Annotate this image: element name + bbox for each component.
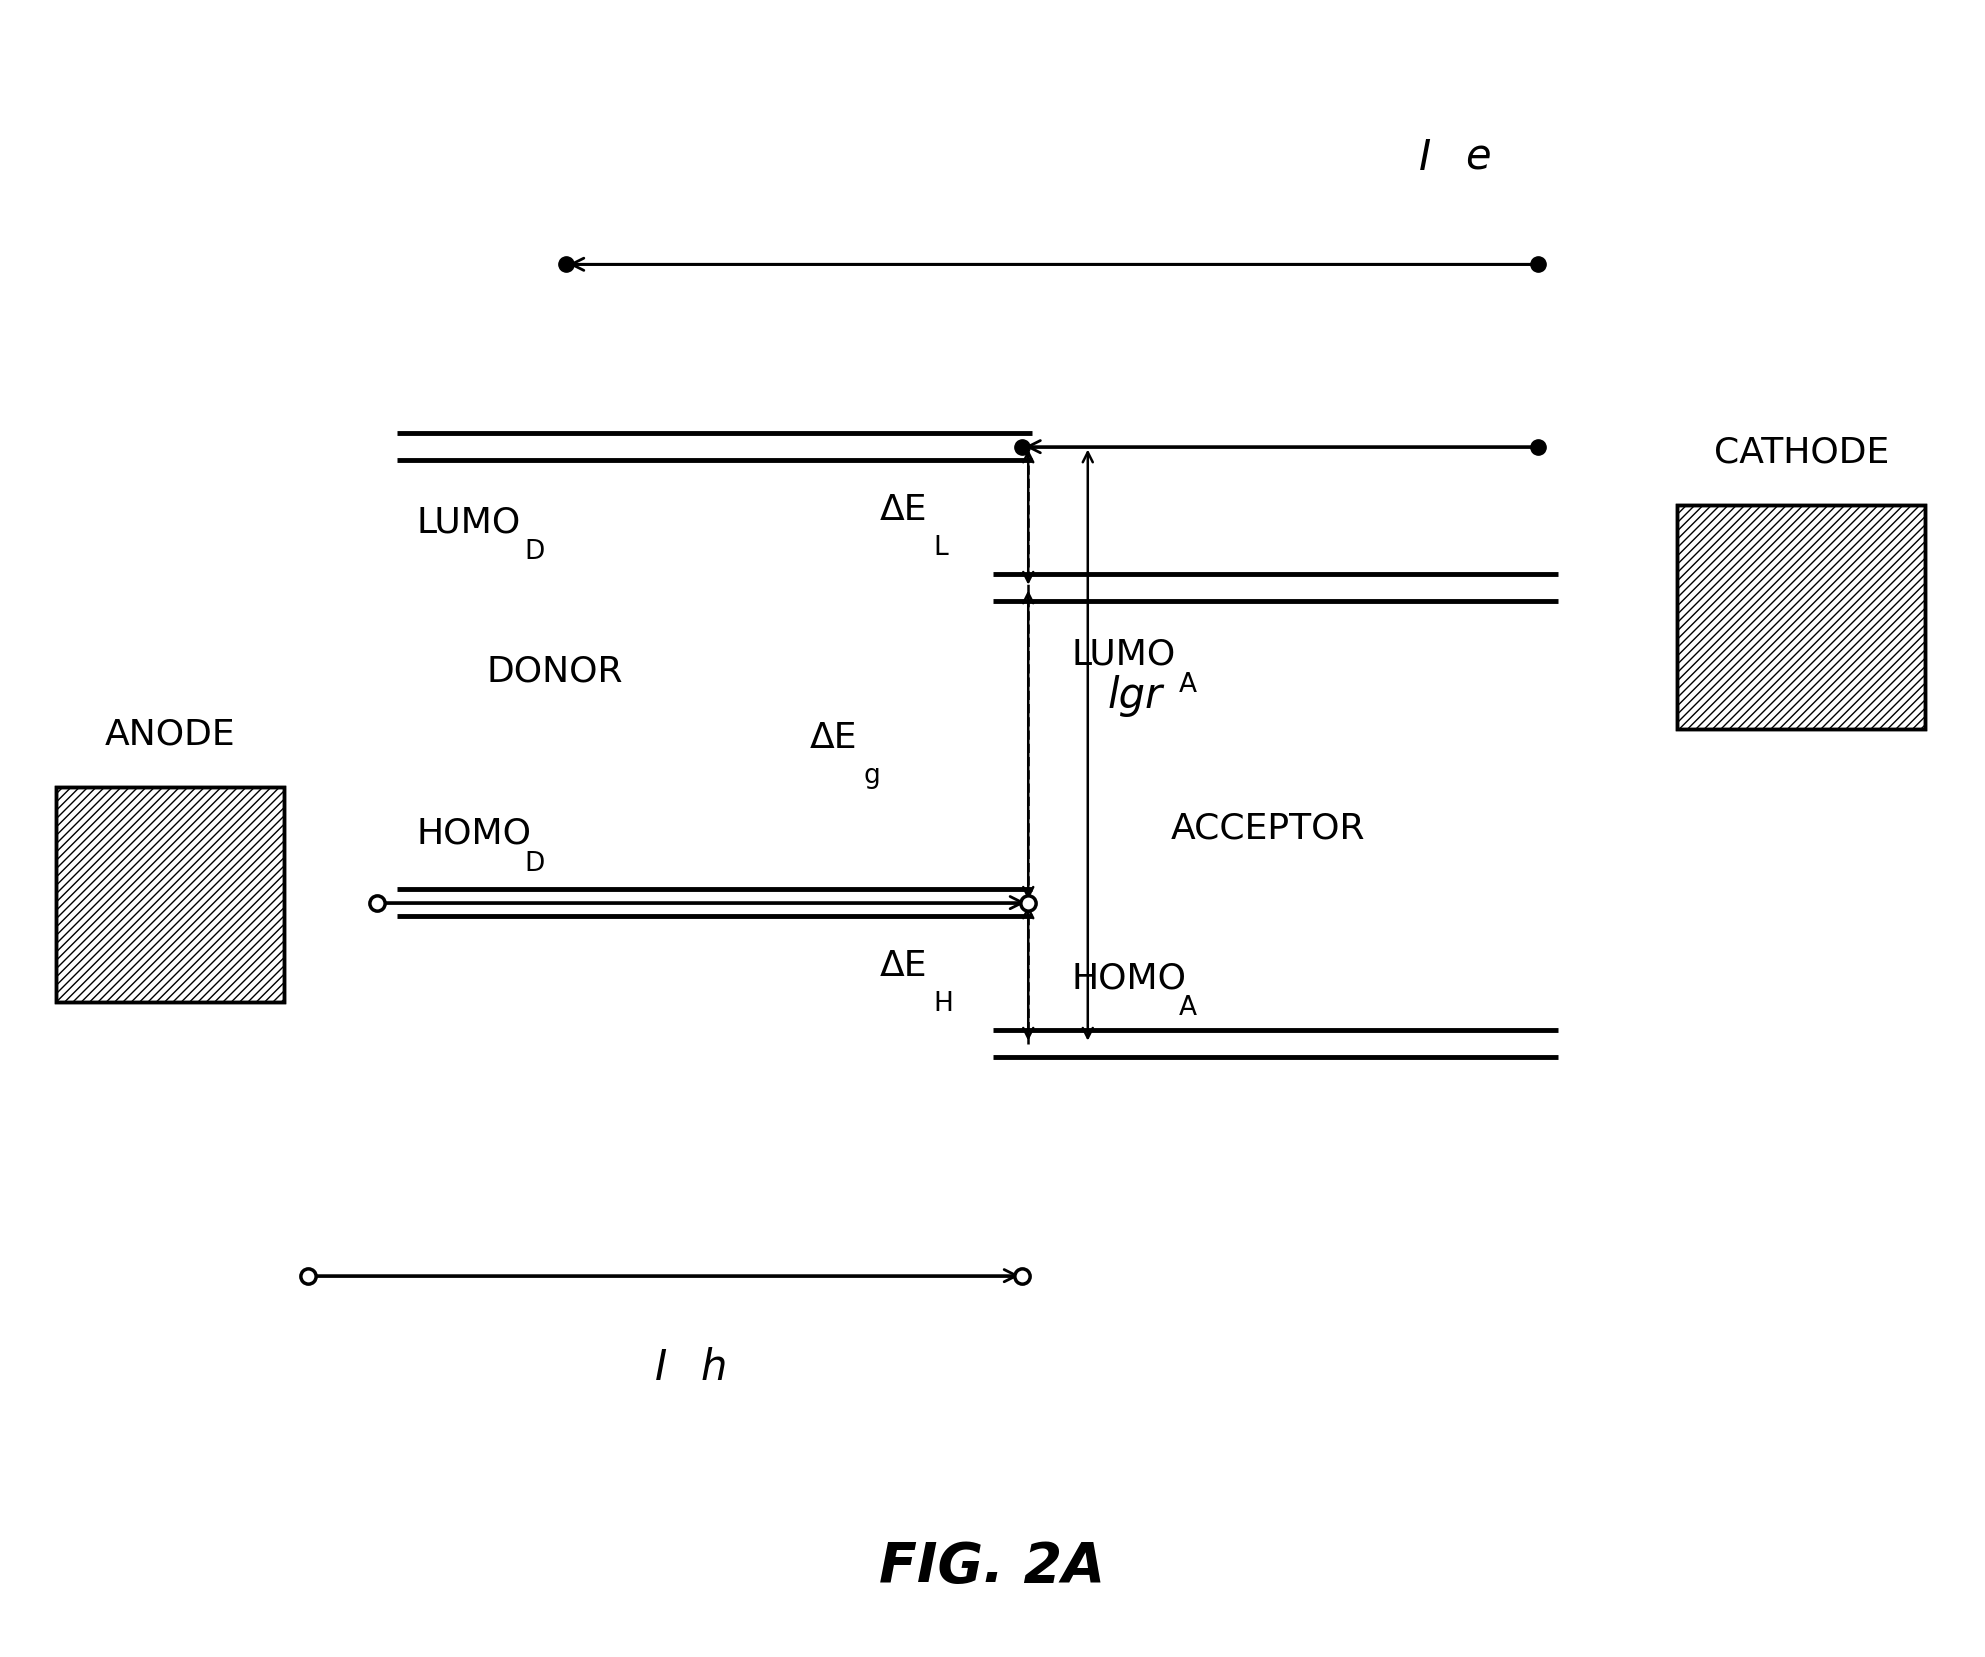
Text: I: I <box>655 1345 667 1389</box>
Bar <box>56 787 284 1002</box>
Text: H: H <box>933 991 953 1016</box>
Text: DONOR: DONOR <box>486 655 623 688</box>
Text: I: I <box>1419 136 1431 179</box>
Text: D: D <box>524 850 544 877</box>
Bar <box>1677 505 1925 729</box>
Text: D: D <box>524 539 544 565</box>
Text: ΔE: ΔE <box>879 948 927 983</box>
Text: g: g <box>863 762 879 789</box>
Text: L: L <box>933 535 947 560</box>
Bar <box>1677 505 1925 729</box>
Text: ΔE: ΔE <box>810 721 858 754</box>
Text: LUMO: LUMO <box>417 505 522 539</box>
Text: CATHODE: CATHODE <box>1713 434 1890 469</box>
Text: FIG. 2A: FIG. 2A <box>879 1539 1106 1592</box>
Text: ANODE: ANODE <box>105 716 234 751</box>
Text: HOMO: HOMO <box>417 817 532 850</box>
Text: A: A <box>1179 994 1197 1021</box>
Text: A: A <box>1179 671 1197 698</box>
Text: lgr: lgr <box>1108 674 1163 717</box>
Text: HOMO: HOMO <box>1072 961 1187 994</box>
Bar <box>56 787 284 1002</box>
Text: h: h <box>701 1345 727 1389</box>
Text: ΔE: ΔE <box>879 492 927 527</box>
Text: ACCEPTOR: ACCEPTOR <box>1171 812 1366 845</box>
Text: LUMO: LUMO <box>1072 638 1177 671</box>
Text: e: e <box>1465 136 1491 179</box>
